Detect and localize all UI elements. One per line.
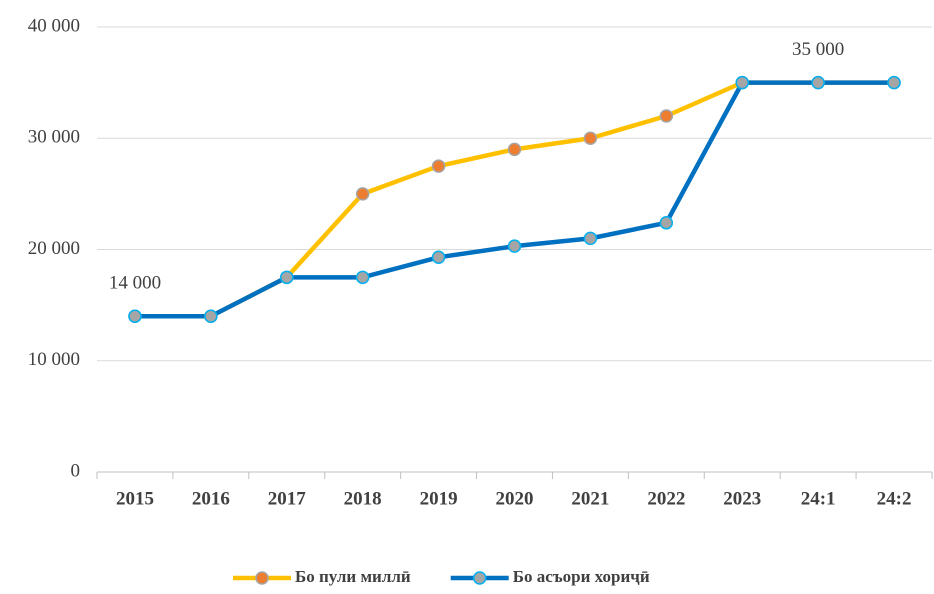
point [811, 75, 825, 90]
y-tick-label: 30 000 [28, 127, 80, 148]
point [431, 250, 446, 265]
x-tick-label: 2016 [192, 488, 230, 509]
x-tick-label: 2019 [420, 488, 458, 509]
data-label: 14 000 [109, 273, 161, 294]
point [659, 216, 674, 230]
x-tick-label: 24:2 [877, 488, 912, 509]
point [355, 270, 370, 285]
x-tick-label: 2022 [647, 488, 685, 509]
point [355, 187, 370, 201]
y-tick-label: 0 [71, 460, 81, 481]
series-line [134, 80, 895, 319]
y-tick-label: 10 000 [28, 349, 80, 370]
point [735, 75, 749, 90]
legend-label: Бо асъори хориҷӣ [513, 567, 650, 586]
point [280, 270, 294, 285]
x-tick-label: 2023 [723, 488, 761, 509]
legend-marker [472, 571, 487, 585]
point [659, 109, 674, 123]
x-tick-label: 2020 [496, 488, 534, 509]
data-label: 35 000 [792, 39, 844, 60]
x-tick-label: 2015 [116, 488, 154, 509]
x-tick-label: 2021 [571, 488, 609, 509]
point [583, 131, 598, 145]
point [204, 309, 218, 323]
point [507, 239, 522, 253]
point [128, 309, 142, 323]
x-tick-label: 24:1 [801, 488, 836, 509]
y-tick-label: 40 000 [28, 15, 80, 36]
legend-marker [255, 571, 269, 585]
x-tick-label: 2017 [268, 488, 307, 509]
point [887, 75, 901, 90]
x-tick-label: 2018 [344, 488, 382, 509]
legend-label: Бо пули миллӣ [295, 567, 411, 586]
point [583, 231, 598, 246]
point [507, 142, 522, 157]
point [431, 159, 446, 173]
y-tick-label: 20 000 [28, 238, 80, 259]
series-line [134, 80, 895, 319]
